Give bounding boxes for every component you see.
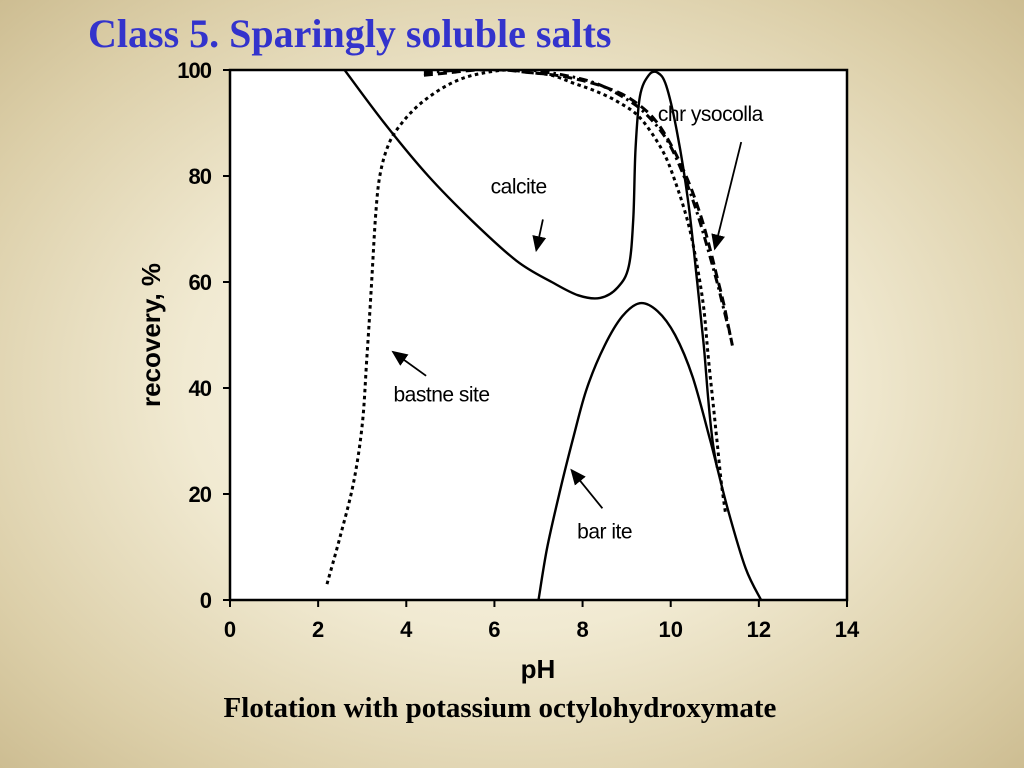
x-tick-label: 4: [400, 617, 413, 642]
x-tick-label: 0: [224, 617, 236, 642]
y-tick-label: 80: [189, 164, 212, 189]
annotation-label-3: bar ite: [577, 521, 632, 544]
y-tick-label: 20: [189, 482, 212, 507]
tick-layer: 0 2 4 6 8 10 12 14 0 20 40 60 80 100: [177, 58, 860, 642]
annotation-label-0: calcite: [491, 175, 547, 198]
y-tick-label: 40: [189, 376, 212, 401]
y-tick-label: 100: [177, 58, 211, 83]
annotation-arrow-2: [391, 350, 427, 377]
x-axis-label: pH: [521, 654, 556, 684]
y-tick-label: 60: [189, 270, 212, 295]
slide-title: Class 5. Sparingly soluble salts: [88, 11, 612, 56]
series-line-calcite: [343, 70, 719, 468]
annotation-label-2: bastne site: [394, 383, 490, 406]
annotation-arrow-1: [711, 141, 743, 251]
series-layer: [325, 70, 763, 600]
annotation-arrow-0: [532, 219, 547, 253]
annotation-layer: calcite chr ysocolla bastne site bar ite: [391, 103, 764, 544]
annotation-arrow-3: [570, 468, 604, 509]
x-tick-label: 2: [312, 617, 324, 642]
x-tick-label: 12: [747, 617, 771, 642]
x-tick-label: 6: [488, 617, 500, 642]
series-line-bastnesite: [325, 70, 728, 585]
x-tick-label: 8: [576, 617, 588, 642]
x-tick-label: 14: [835, 617, 860, 642]
slide-caption: Flotation with potassium octylohydroxyma…: [223, 692, 777, 724]
x-tick-label: 10: [658, 617, 682, 642]
y-axis-label: recovery, %: [136, 263, 166, 407]
annotation-label-1: chr ysocolla: [658, 103, 764, 126]
y-tick-label: 0: [200, 588, 212, 613]
series-line-chrysocolla: [423, 70, 734, 346]
plot-frame: [228, 68, 849, 602]
